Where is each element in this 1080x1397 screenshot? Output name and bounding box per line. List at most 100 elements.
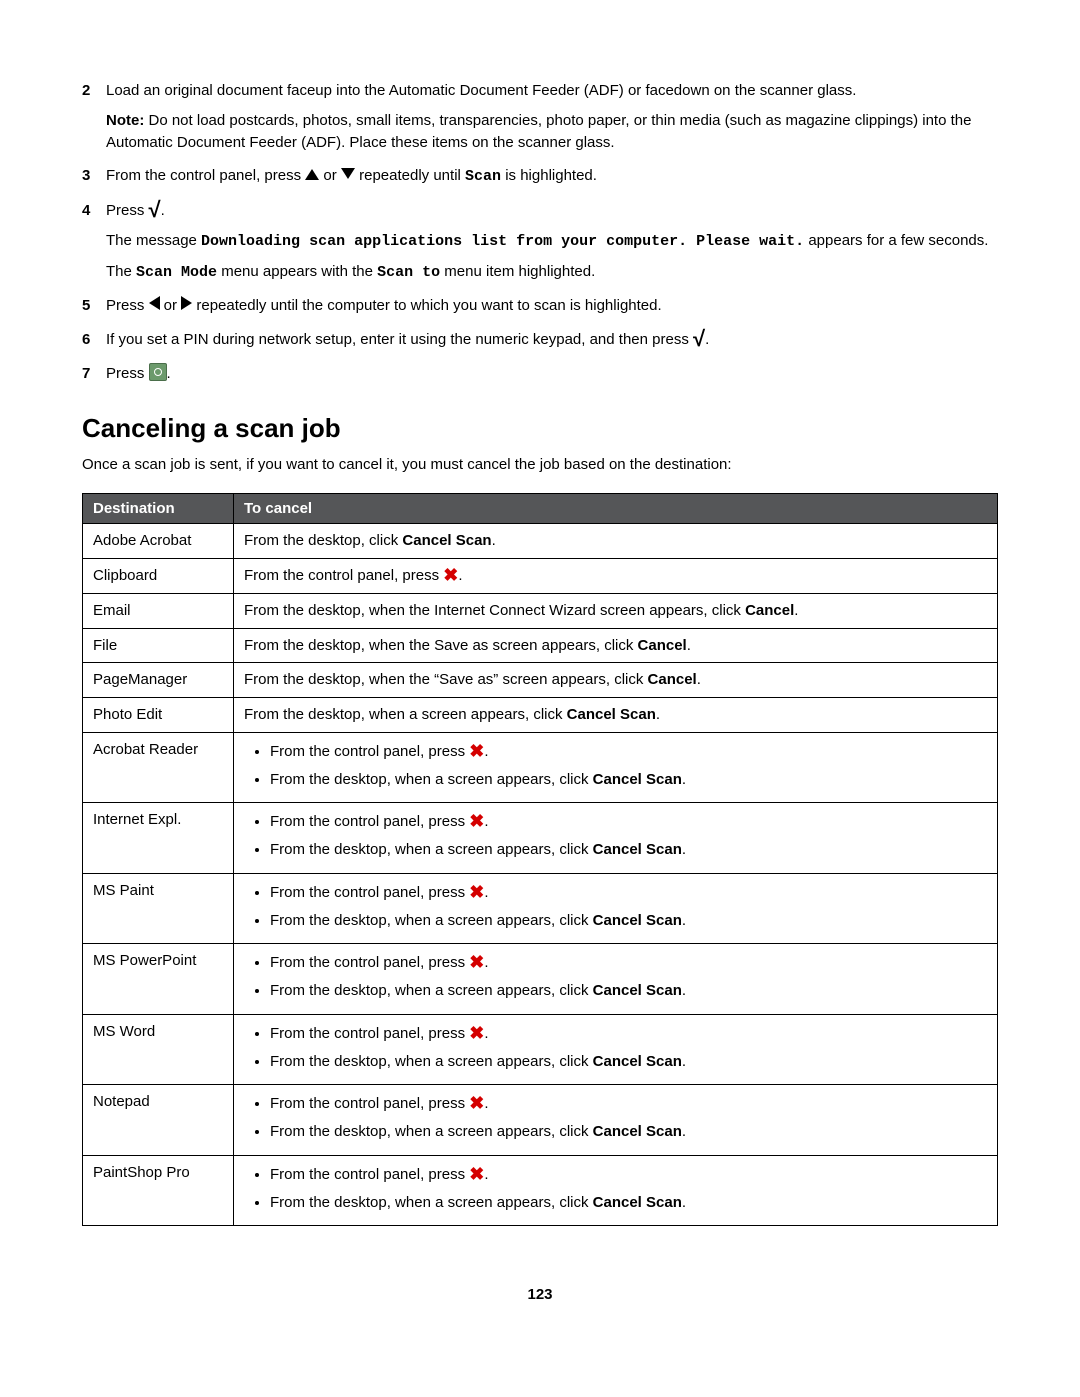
tocancel-cell: From the desktop, when a screen appears,… [234, 698, 998, 733]
cancel-step-item: From the control panel, press ✖. [270, 882, 987, 904]
cancel-x-icon: ✖ [469, 811, 484, 831]
cancel-x-icon: ✖ [469, 882, 484, 902]
cancel-step-item: From the desktop, when a screen appears,… [270, 910, 987, 932]
destination-cell: MS Word [83, 1014, 234, 1085]
cancel-step-item: From the desktop, when a screen appears,… [270, 839, 987, 861]
mono-text: Scan to [377, 264, 440, 281]
cancel-step-item: From the control panel, press ✖. [270, 952, 987, 974]
cancel-x-icon: ✖ [469, 952, 484, 972]
bold-text: Note: [106, 112, 144, 129]
step-paragraph: Note: Do not load postcards, photos, sma… [106, 110, 998, 154]
step-paragraph: If you set a PIN during network setup, e… [106, 329, 998, 351]
tocancel-cell: From the desktop, when the Save as scree… [234, 628, 998, 663]
bold-text: Cancel Scan [593, 771, 682, 788]
step-item: 4Press √.The message Downloading scan ap… [82, 200, 998, 283]
tocancel-cell: From the desktop, when the Internet Conn… [234, 593, 998, 628]
step-item: 2Load an original document faceup into t… [82, 80, 998, 153]
table-row: EmailFrom the desktop, when the Internet… [83, 593, 998, 628]
cancel-x-icon: ✖ [443, 565, 458, 585]
cancel-step-item: From the desktop, when a screen appears,… [270, 980, 987, 1002]
step-number: 4 [82, 200, 106, 283]
destination-cell: Acrobat Reader [83, 732, 234, 803]
step-item: 7Press . [82, 363, 998, 385]
section-heading: Canceling a scan job [82, 413, 998, 444]
step-number: 6 [82, 329, 106, 351]
cancel-step-item: From the desktop, when a screen appears,… [270, 769, 987, 791]
destination-cell: PaintShop Pro [83, 1155, 234, 1226]
mono-text: Downloading scan applications list from … [201, 233, 804, 250]
tocancel-cell: From the control panel, press ✖. From the… [234, 803, 998, 874]
table-row: PaintShop ProFrom the control panel, pre… [83, 1155, 998, 1226]
step-item: 3From the control panel, press or repeat… [82, 165, 998, 188]
cancel-x-icon: ✖ [469, 1023, 484, 1043]
cancel-table: Destination To cancel Adobe AcrobatFrom … [82, 493, 998, 1226]
tocancel-cell: From the control panel, press ✖.From the… [234, 1155, 998, 1226]
tocancel-cell: From the control panel, press ✖. From the… [234, 944, 998, 1015]
step-paragraph: The Scan Mode menu appears with the Scan… [106, 261, 998, 284]
cancel-steps-list: From the control panel, press ✖. From the… [244, 952, 987, 1002]
cancel-x-icon: ✖ [469, 1164, 484, 1184]
step-number: 3 [82, 165, 106, 188]
cancel-x-icon: ✖ [469, 1093, 484, 1113]
table-row: Adobe AcrobatFrom the desktop, click Can… [83, 524, 998, 559]
arrow-left-icon [149, 296, 160, 310]
tocancel-cell: From the desktop, when the “Save as” scr… [234, 663, 998, 698]
step-body: Press √.The message Downloading scan app… [106, 200, 998, 283]
cancel-step-item: From the control panel, press ✖. [270, 811, 987, 833]
cancel-step-item: From the control panel, press ✖. [270, 1023, 987, 1045]
arrow-up-icon [305, 169, 319, 180]
bold-text: Cancel Scan [402, 532, 491, 549]
destination-cell: Photo Edit [83, 698, 234, 733]
table-row: Photo EditFrom the desktop, when a scree… [83, 698, 998, 733]
section-intro: Once a scan job is sent, if you want to … [82, 454, 998, 476]
step-paragraph: Load an original document faceup into th… [106, 80, 998, 102]
step-item: 6If you set a PIN during network setup, … [82, 329, 998, 351]
cancel-step-item: From the desktop, when a screen appears,… [270, 1051, 987, 1073]
cancel-steps-list: From the control panel, press ✖. From the… [244, 811, 987, 861]
destination-cell: Adobe Acrobat [83, 524, 234, 559]
table-row: ClipboardFrom the control panel, press ✖… [83, 559, 998, 594]
tocancel-cell: From the control panel, press ✖. From the… [234, 732, 998, 803]
mono-text: Scan Mode [136, 264, 217, 281]
bold-text: Cancel Scan [593, 912, 682, 929]
table-header-destination: Destination [83, 494, 234, 524]
step-number: 7 [82, 363, 106, 385]
table-row: Acrobat ReaderFrom the control panel, pr… [83, 732, 998, 803]
document-page: 2Load an original document faceup into t… [0, 0, 1080, 1343]
cancel-step-item: From the control panel, press ✖. [270, 1093, 987, 1115]
cancel-steps-list: From the control panel, press ✖. From the… [244, 1023, 987, 1073]
cancel-steps-list: From the control panel, press ✖.From the… [244, 1164, 987, 1214]
step-body: Press or repeatedly until the computer t… [106, 295, 998, 317]
step-number: 2 [82, 80, 106, 153]
cancel-x-icon: ✖ [469, 741, 484, 761]
step-paragraph: Press . [106, 363, 998, 385]
table-row: MS PaintFrom the control panel, press ✖.… [83, 873, 998, 944]
destination-cell: MS Paint [83, 873, 234, 944]
destination-cell: PageManager [83, 663, 234, 698]
arrow-right-icon [181, 296, 192, 310]
destination-cell: File [83, 628, 234, 663]
destination-cell: MS PowerPoint [83, 944, 234, 1015]
bold-text: Cancel Scan [567, 706, 656, 723]
tocancel-cell: From the control panel, press ✖.From the… [234, 1085, 998, 1156]
bold-text: Cancel [745, 602, 794, 619]
table-row: MS WordFrom the control panel, press ✖.F… [83, 1014, 998, 1085]
cancel-steps-list: From the control panel, press ✖. From the… [244, 741, 987, 791]
step-body: If you set a PIN during network setup, e… [106, 329, 998, 351]
bold-text: Cancel Scan [593, 1053, 682, 1070]
cancel-steps-list: From the control panel, press ✖. From the… [244, 882, 987, 932]
check-icon: √ [693, 326, 705, 351]
mono-text: Scan [465, 168, 501, 185]
steps-list: 2Load an original document faceup into t… [82, 80, 998, 385]
table-row: NotepadFrom the control panel, press ✖.F… [83, 1085, 998, 1156]
cancel-step-item: From the control panel, press ✖. [270, 741, 987, 763]
table-header-tocancel: To cancel [234, 494, 998, 524]
bold-text: Cancel Scan [593, 1123, 682, 1140]
check-icon: √ [149, 197, 161, 222]
cancel-step-item: From the control panel, press ✖. [270, 1164, 987, 1186]
bold-text: Cancel Scan [593, 841, 682, 858]
bold-text: Cancel [648, 671, 697, 688]
page-number: 123 [82, 1286, 998, 1303]
table-row: FileFrom the desktop, when the Save as s… [83, 628, 998, 663]
bold-text: Cancel Scan [593, 982, 682, 999]
